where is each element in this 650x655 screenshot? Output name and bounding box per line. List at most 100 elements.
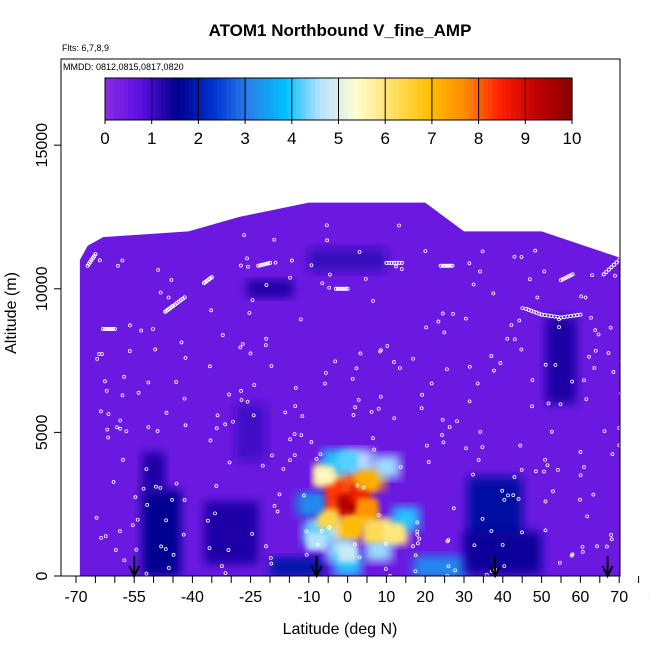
flight-track-point [223, 571, 228, 576]
flight-track-point [240, 342, 245, 346]
colorbar-swatch [231, 78, 237, 120]
flight-track-point [267, 260, 273, 265]
flight-track-point [518, 443, 523, 448]
flight-track-point [378, 349, 383, 354]
colorbar-swatch [562, 78, 568, 120]
flight-track-point [630, 452, 633, 455]
flight-track-point [363, 277, 368, 281]
flight-track-point [113, 548, 118, 552]
flight-track-point [146, 380, 151, 385]
flight-track-point [604, 544, 609, 549]
flight-track-point [328, 272, 332, 277]
colorbar-swatch [119, 78, 125, 120]
flight-track-point [130, 523, 135, 528]
flight-track-point [517, 318, 522, 323]
flight-track-point [512, 254, 517, 259]
heatmap-plume-core-cell [337, 543, 358, 563]
colorbar-swatch [315, 78, 321, 120]
flight-track-point [609, 533, 613, 537]
x-tick-label: 60 [572, 589, 590, 606]
flight-track-point [245, 256, 249, 261]
flight-track-point [614, 260, 619, 265]
flight-track-point [399, 260, 404, 265]
flight-track-point [491, 291, 496, 296]
flight-track-point [258, 263, 263, 268]
colorbar-tick-label: 0 [100, 129, 109, 148]
heatmap-cell [413, 555, 468, 576]
flight-track-point [604, 269, 609, 275]
y-tick-label: 0 [34, 571, 51, 580]
flight-track-point [478, 269, 482, 274]
flight-track-point [593, 348, 598, 353]
flight-track-point [246, 264, 250, 269]
colorbar-swatch [455, 78, 461, 120]
colorbar-swatch [487, 78, 494, 120]
colorbar-swatch [263, 78, 270, 120]
flight-track-point [451, 311, 455, 316]
flight-track-point [289, 258, 294, 263]
colorbar-swatch [142, 78, 148, 120]
colorbar-swatch [375, 78, 382, 120]
colorbar-swatch [268, 78, 274, 120]
colorbar-swatch [371, 78, 377, 120]
flight-track-point [500, 488, 505, 493]
flight-track-point [207, 546, 212, 551]
flight-track-point [94, 515, 99, 520]
flight-track-point [502, 497, 507, 502]
flight-track-layer [85, 223, 643, 576]
flight-track-point [392, 360, 396, 364]
colorbar-swatch [333, 78, 340, 120]
colorbar-swatch [511, 78, 517, 120]
flight-track-point [122, 374, 127, 379]
colorbar-swatch [165, 78, 171, 120]
x-axis-label: Latitude (deg N) [283, 621, 398, 638]
flight-track-point [429, 381, 434, 386]
colorbar-swatch [408, 78, 414, 120]
flight-track-point [179, 340, 184, 345]
flight-track-point [101, 326, 106, 332]
flight-track-point [277, 492, 282, 497]
flight-track-point [134, 547, 139, 552]
flight-track-point [174, 481, 179, 486]
flight-track-point [624, 486, 627, 489]
flight-track-point [293, 385, 298, 390]
colorbar-swatch [417, 78, 424, 120]
x-tick-label: 20 [416, 589, 434, 606]
flight-track-point [489, 529, 494, 533]
flight-track-point [392, 416, 397, 421]
flight-track-point [640, 524, 643, 527]
heatmap-plume-cell [372, 455, 401, 479]
flight-track-point [304, 552, 309, 557]
flight-track-point [593, 328, 598, 333]
heatmap-layer [79, 202, 620, 576]
flight-track-point [208, 364, 212, 369]
colorbar-swatch [366, 78, 372, 120]
flight-track-point [543, 362, 548, 367]
flight-track-point [309, 440, 314, 444]
heatmap-plume-core-cell [306, 532, 327, 551]
flight-track-point [323, 381, 327, 386]
flight-track-point [318, 473, 323, 478]
flight-track-point [356, 397, 361, 402]
flight-track-point [333, 359, 338, 364]
flight-track-point [626, 406, 629, 409]
colorbar-swatch [464, 78, 470, 120]
x-tick-label: -55 [123, 589, 146, 606]
colorbar-swatch [352, 78, 358, 120]
flight-track-point [270, 453, 274, 458]
flight-track-point [324, 473, 329, 478]
flight-track-point [516, 497, 521, 501]
flight-track-point [424, 325, 429, 330]
flight-track-point [621, 510, 624, 513]
colorbar-swatch [217, 78, 223, 120]
colorbar-swatch [543, 78, 550, 120]
flight-track-point [318, 452, 323, 457]
colorbar-swatch [156, 78, 162, 120]
colorbar-swatch [469, 78, 475, 120]
flight-track-point [543, 528, 548, 533]
flight-track-point [450, 263, 455, 268]
colorbar-swatch [114, 78, 120, 120]
flight-track-point [378, 394, 383, 399]
